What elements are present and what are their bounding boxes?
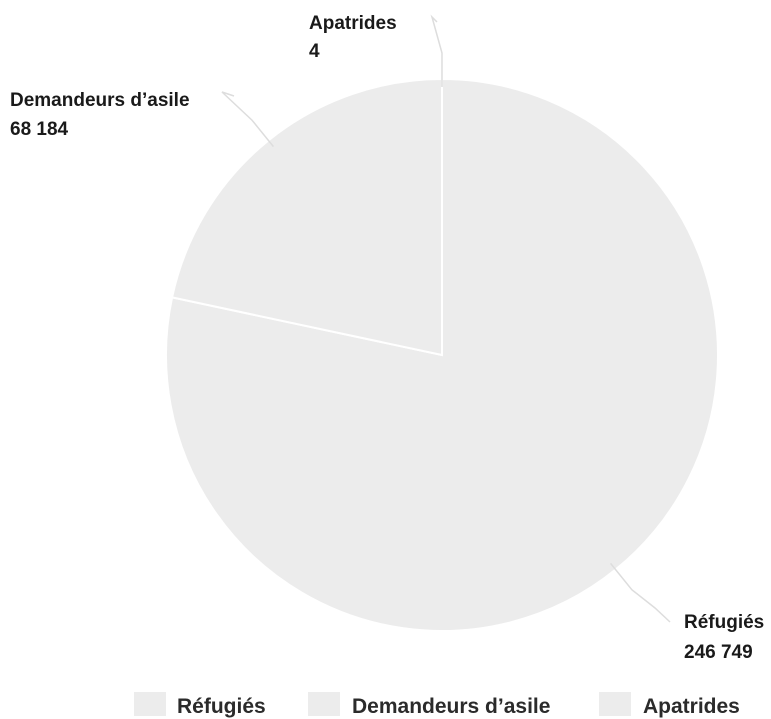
- legend-swatch-refugies: [134, 692, 166, 716]
- leader-line-0: [609, 562, 671, 623]
- slice-value-demandeurs: 68 184: [10, 119, 69, 140]
- legend-item-apatrides[interactable]: Apatrides: [599, 692, 740, 718]
- pie-slices: [165, 77, 719, 632]
- leader-line-1: [221, 91, 275, 148]
- legend-item-refugies[interactable]: Réfugiés: [134, 692, 266, 718]
- leader-line-2: [430, 14, 443, 88]
- legend-swatch-apatrides: [599, 692, 631, 716]
- slice-name-apatrides: Apatrides: [309, 13, 397, 34]
- legend-label-apatrides: Apatrides: [643, 695, 740, 718]
- slice-name-demandeurs: Demandeurs d’asile: [10, 90, 190, 111]
- slice-label-demandeurs: Demandeurs d’asile 68 184: [10, 90, 190, 140]
- legend: Réfugiés Demandeurs d’asile Apatrides: [134, 692, 740, 718]
- legend-label-refugies: Réfugiés: [177, 695, 266, 718]
- legend-label-demandeurs: Demandeurs d’asile: [352, 695, 550, 718]
- slice-value-refugies: 246 749: [684, 642, 753, 663]
- slice-label-refugies: Réfugiés 246 749: [684, 612, 764, 663]
- slice-value-apatrides: 4: [309, 41, 320, 62]
- slice-name-refugies: Réfugiés: [684, 612, 764, 633]
- leader-lines: [221, 14, 671, 623]
- legend-item-demandeurs[interactable]: Demandeurs d’asile: [308, 692, 550, 718]
- legend-swatch-demandeurs: [308, 692, 340, 716]
- slice-label-apatrides: Apatrides 4: [309, 13, 397, 62]
